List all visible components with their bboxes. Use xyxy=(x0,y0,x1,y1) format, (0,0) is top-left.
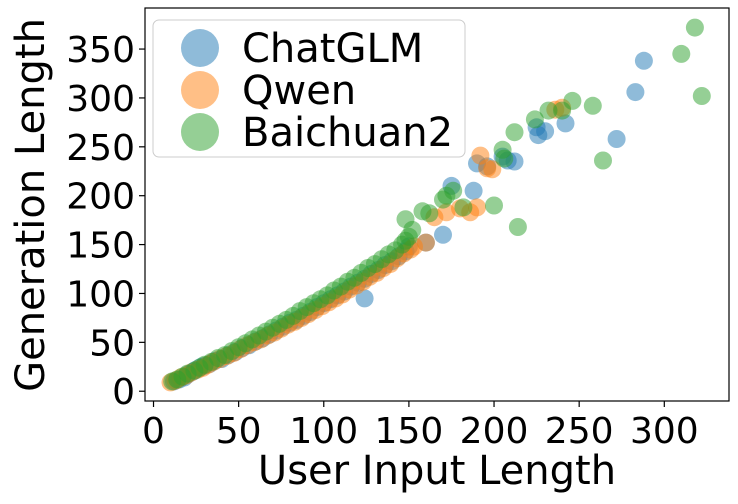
y-tick-label: 300 xyxy=(66,79,135,120)
y-tick-label: 350 xyxy=(66,30,135,71)
data-point xyxy=(525,110,544,129)
data-point xyxy=(505,123,524,142)
data-point xyxy=(508,218,527,236)
data-point xyxy=(692,87,711,105)
data-point xyxy=(355,289,374,308)
data-point xyxy=(685,18,704,37)
data-point xyxy=(464,181,483,200)
y-tick-label: 250 xyxy=(66,128,135,169)
x-tick-label: 300 xyxy=(630,411,699,452)
ticks-layer: 0 50 100 150 200 250 300 0 50 100 150 200 250 300 350 xyxy=(66,30,698,452)
legend-box xyxy=(152,19,466,158)
legend-label-baichuan2: Baichuan2 xyxy=(242,110,453,156)
x-tick-label: 100 xyxy=(289,411,358,452)
data-point xyxy=(607,130,626,148)
legend-marker-qwen xyxy=(181,71,219,109)
y-tick-label: 200 xyxy=(66,177,135,218)
data-point xyxy=(468,198,486,217)
y-tick-label: 150 xyxy=(66,226,135,267)
series-baichuan2 xyxy=(163,18,711,391)
x-tick-label: 200 xyxy=(460,411,529,452)
legend-label-qwen: Qwen xyxy=(242,68,356,114)
data-point xyxy=(444,181,463,200)
data-point xyxy=(485,196,503,215)
data-point xyxy=(563,91,582,110)
x-tick-label: 150 xyxy=(375,411,444,452)
data-point xyxy=(495,149,514,168)
legend-label-chatglm: ChatGLM xyxy=(242,26,423,72)
y-tick-label: 0 xyxy=(112,372,135,413)
data-point xyxy=(454,198,473,217)
data-point xyxy=(420,204,439,223)
plot-frame xyxy=(144,7,730,402)
legend-marker-chatglm xyxy=(181,29,219,67)
legend-marker-baichuan2 xyxy=(181,113,219,151)
data-point xyxy=(634,51,653,70)
data-point xyxy=(416,233,435,252)
data-point xyxy=(626,83,645,102)
points-layer xyxy=(161,18,711,392)
data-point xyxy=(434,225,452,244)
data-point xyxy=(539,101,558,120)
data-point xyxy=(396,210,415,229)
data-point xyxy=(594,151,612,170)
data-point xyxy=(483,160,502,179)
y-tick-label: 100 xyxy=(66,274,135,315)
x-axis-label: User Input Length xyxy=(258,448,616,494)
y-axis-label: Generation Length xyxy=(8,18,54,392)
data-point xyxy=(536,122,555,141)
x-tick-label: 0 xyxy=(142,411,165,452)
y-tick-label: 50 xyxy=(89,323,135,364)
data-point xyxy=(672,44,691,63)
data-point xyxy=(583,96,602,115)
x-tick-label: 50 xyxy=(216,411,262,452)
x-tick-label: 250 xyxy=(545,411,614,452)
